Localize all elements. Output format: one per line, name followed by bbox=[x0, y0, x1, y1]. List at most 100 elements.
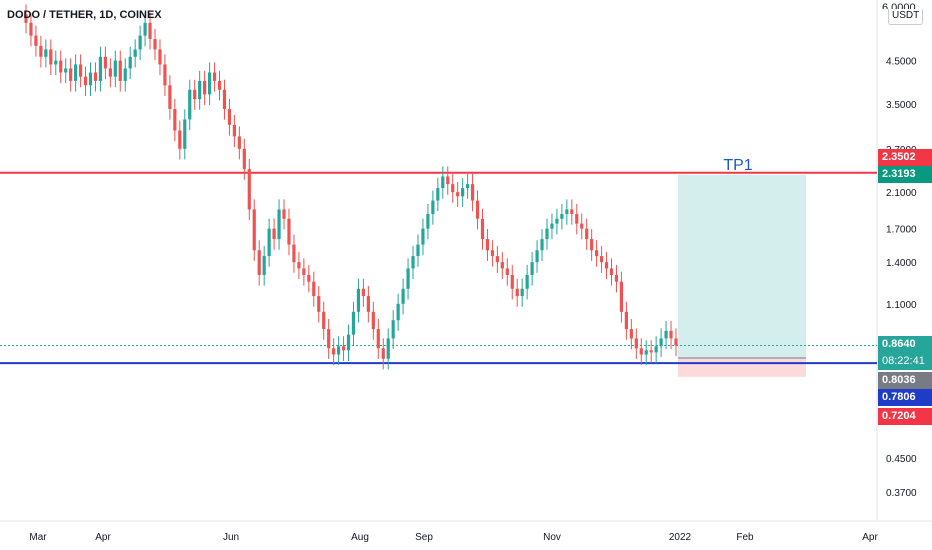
candle bbox=[485, 229, 490, 261]
candle bbox=[282, 199, 286, 230]
candle bbox=[317, 286, 321, 323]
y-tick-label-3: 2.1000 bbox=[886, 188, 917, 199]
candle bbox=[609, 258, 614, 286]
candle bbox=[34, 25, 38, 57]
candle bbox=[441, 166, 445, 199]
candle bbox=[108, 58, 112, 88]
candle bbox=[138, 25, 142, 61]
y-tick-label-1: 3.5000 bbox=[886, 100, 917, 111]
y-tick-label-0: 4.5000 bbox=[886, 57, 917, 68]
candle bbox=[212, 62, 217, 92]
candle bbox=[461, 178, 465, 207]
candle bbox=[332, 338, 336, 366]
candle bbox=[88, 62, 93, 96]
candle bbox=[475, 190, 480, 230]
candle bbox=[113, 50, 117, 88]
candle bbox=[376, 319, 380, 359]
candle bbox=[436, 178, 440, 212]
candle bbox=[346, 324, 351, 362]
candle bbox=[411, 246, 415, 280]
candle bbox=[83, 66, 88, 96]
candle bbox=[277, 199, 281, 250]
candle bbox=[550, 213, 554, 240]
candle bbox=[183, 109, 187, 160]
candle bbox=[624, 301, 628, 340]
candle bbox=[148, 12, 152, 50]
candle bbox=[217, 70, 222, 101]
candle bbox=[654, 336, 658, 364]
candle bbox=[29, 12, 33, 47]
candle bbox=[287, 208, 291, 256]
candle bbox=[193, 79, 197, 110]
x-tick-label-5: Nov bbox=[543, 532, 561, 543]
candle bbox=[307, 264, 311, 293]
candle bbox=[64, 58, 68, 84]
countdown-tag: 08:22:41 bbox=[878, 353, 932, 370]
price-tag-last: 0.8640 bbox=[878, 336, 932, 353]
candle bbox=[575, 203, 579, 235]
candle bbox=[74, 54, 78, 92]
candle bbox=[396, 293, 400, 331]
candle bbox=[128, 46, 132, 80]
candle bbox=[163, 54, 167, 96]
candle bbox=[466, 174, 470, 199]
candle bbox=[173, 98, 177, 142]
candle bbox=[585, 218, 589, 250]
x-tick-label-8: Apr bbox=[862, 532, 878, 543]
price-tag-top: 6.0000 bbox=[878, 0, 932, 9]
candle bbox=[595, 240, 599, 267]
candle bbox=[664, 320, 668, 350]
price-tag-entry: 0.8036 bbox=[878, 372, 932, 389]
x-tick-label-6: 2022 bbox=[669, 532, 692, 543]
candle bbox=[530, 252, 534, 286]
candle bbox=[659, 328, 663, 357]
y-tick-label-6: 1.1000 bbox=[886, 300, 917, 311]
tp1-label: TP1 bbox=[723, 157, 752, 174]
candle bbox=[629, 319, 633, 350]
candle bbox=[490, 240, 495, 267]
x-tick-label-3: Aug bbox=[351, 532, 369, 543]
candle bbox=[560, 203, 564, 230]
candle bbox=[118, 50, 122, 92]
currency-unit-button[interactable]: USDT bbox=[888, 7, 924, 25]
candle bbox=[59, 50, 63, 84]
candle bbox=[505, 258, 509, 286]
candle bbox=[78, 54, 83, 88]
candle bbox=[381, 338, 385, 370]
candle bbox=[327, 319, 331, 359]
x-tick-label-0: Mar bbox=[29, 532, 47, 543]
candle bbox=[222, 79, 227, 120]
candle bbox=[515, 278, 519, 307]
candle bbox=[431, 190, 435, 225]
candle bbox=[312, 271, 316, 307]
candle bbox=[252, 199, 256, 261]
candle bbox=[580, 213, 584, 240]
candle bbox=[480, 208, 485, 250]
candle bbox=[634, 328, 638, 359]
candle bbox=[525, 264, 529, 300]
candle bbox=[203, 70, 207, 106]
candle bbox=[103, 46, 107, 80]
candle bbox=[227, 98, 232, 136]
y-tick-label-8: 0.3700 bbox=[886, 488, 917, 499]
candle bbox=[44, 39, 48, 68]
candle bbox=[237, 126, 241, 160]
candle bbox=[599, 246, 604, 273]
candle bbox=[649, 340, 653, 364]
candle bbox=[426, 203, 430, 240]
price-tag-stop: 0.7204 bbox=[878, 408, 932, 425]
candle bbox=[54, 50, 58, 76]
candle bbox=[674, 328, 678, 357]
stop-loss-zone bbox=[678, 357, 806, 377]
candle bbox=[133, 39, 137, 68]
candle bbox=[153, 28, 157, 61]
candle bbox=[356, 278, 361, 323]
take-profit-zone bbox=[678, 175, 806, 358]
symbol-title: DODO / TETHER, 1D, COINEX bbox=[7, 9, 162, 21]
candle bbox=[232, 114, 236, 148]
candle bbox=[98, 46, 103, 92]
candle bbox=[500, 252, 504, 280]
candle bbox=[158, 39, 162, 76]
candle bbox=[257, 240, 261, 286]
